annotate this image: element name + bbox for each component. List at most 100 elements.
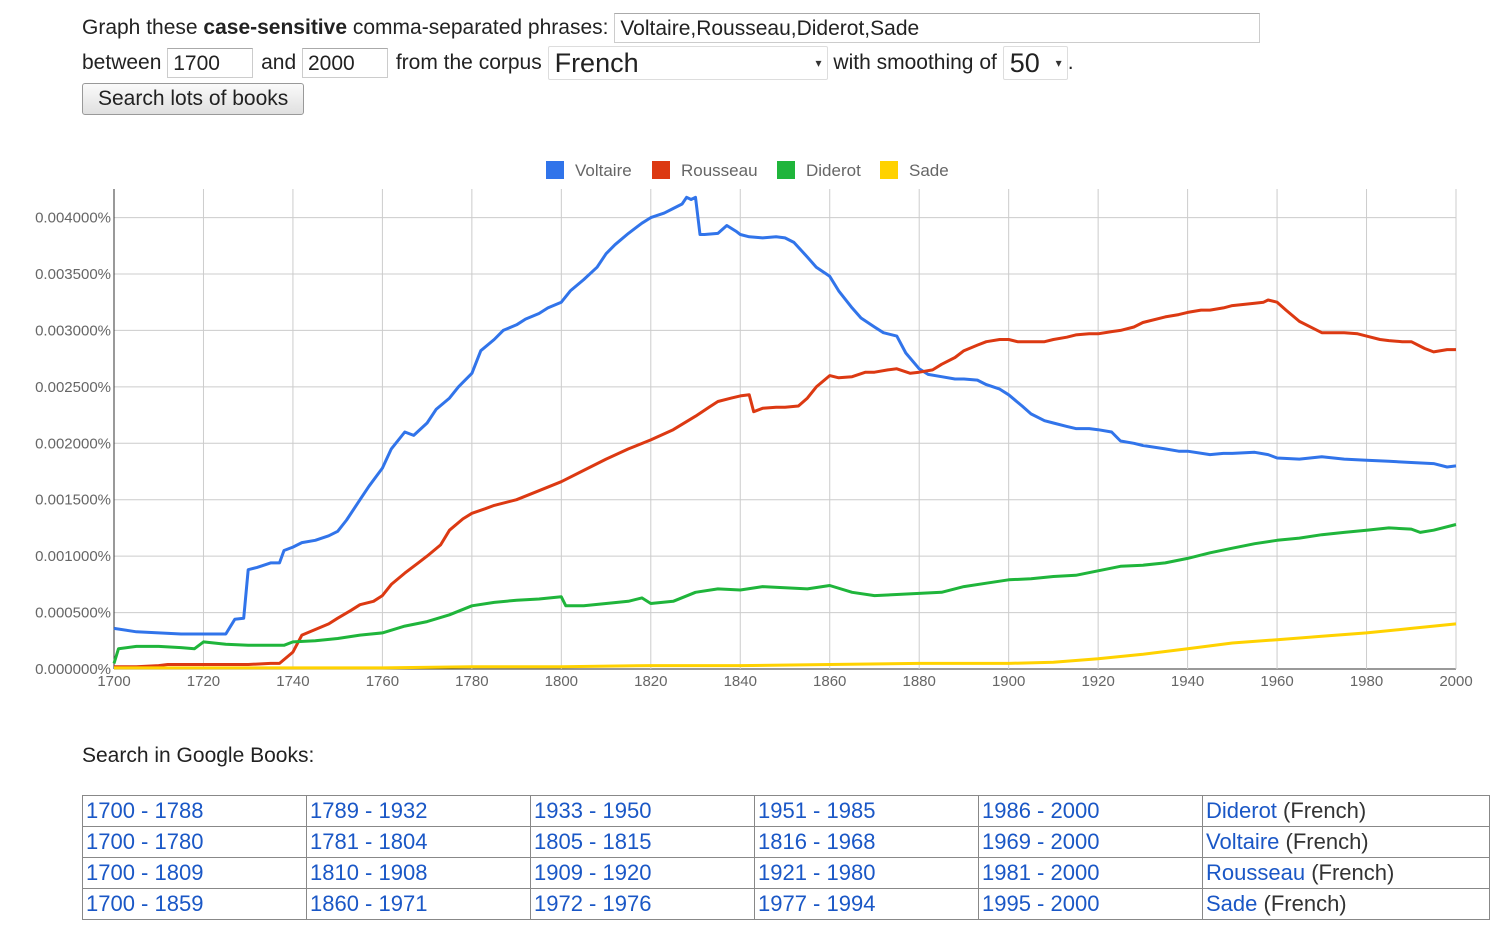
year-range-link[interactable]: 1810 - 1908: [310, 860, 428, 885]
books-table-row: 1700 - 1780 1781 - 1804 1805 - 1815 1816 - …: [82, 826, 1490, 858]
books-table-term-cell: Sade (French): [1202, 888, 1490, 920]
books-table-cell: 1700 - 1809: [82, 857, 307, 889]
x-tick-label: 1800: [545, 673, 578, 690]
year-range-link[interactable]: 1972 - 1976: [534, 891, 652, 916]
books-table-cell: 1951 - 1985: [754, 795, 979, 827]
term-link[interactable]: Diderot: [1206, 798, 1277, 823]
year-range-link[interactable]: 1995 - 2000: [982, 891, 1100, 916]
books-table-cell: 1986 - 2000: [978, 795, 1203, 827]
books-table-term-cell: Rousseau (French): [1202, 857, 1490, 889]
books-table-cell: 1810 - 1908: [306, 857, 531, 889]
year-range-link[interactable]: 1700 - 1788: [86, 798, 204, 823]
ngram-chart: 0.000000% 0.000500% 0.001000% 0.001500% 0.00…: [35, 161, 1473, 690]
year-range-link[interactable]: 1969 - 2000: [982, 829, 1100, 854]
smoothing-dropdown-arrow-icon: ▾: [1055, 56, 1062, 70]
year-range-link[interactable]: 1981 - 2000: [982, 860, 1100, 885]
phrases-input[interactable]: Voltaire,Rousseau,Diderot,Sade: [614, 13, 1261, 43]
corpus-label: from the corpus: [395, 51, 542, 74]
period: .: [1067, 51, 1074, 74]
year-range-link[interactable]: 1921 - 1980: [758, 860, 876, 885]
legend-swatch-rousseau: [652, 161, 670, 179]
year-range-link[interactable]: 1951 - 1985: [758, 798, 876, 823]
books-table-term-cell: Voltaire (French): [1202, 826, 1490, 858]
legend-label-sade: Sade: [909, 161, 949, 180]
corpus-name: (French): [1257, 891, 1347, 916]
phrases-label: Graph these case-sensitive comma-separat…: [82, 12, 608, 44]
x-tick-label: 1780: [455, 673, 488, 690]
books-table-cell: 1805 - 1815: [530, 826, 755, 858]
books-table-cell: 1995 - 2000: [978, 888, 1203, 920]
y-tick-label: 0.003000%: [35, 322, 111, 339]
y-tick-label: 0.001000%: [35, 548, 111, 565]
books-table-cell: 1816 - 1968: [754, 826, 979, 858]
series-line-sade: [114, 622, 1457, 670]
books-table-row: 1700 - 1859 1860 - 1971 1972 - 1976 1977 - …: [82, 888, 1490, 920]
legend-label-voltaire: Voltaire: [575, 161, 632, 180]
term-link[interactable]: Voltaire: [1206, 829, 1280, 854]
smoothing-select-value: 50: [1009, 48, 1040, 78]
y-tick-label: 0.003500%: [35, 266, 111, 283]
range-row: between 1700 and 2000 from the corpus Fr…: [82, 46, 1074, 80]
year-range-link[interactable]: 1860 - 1971: [310, 891, 428, 916]
corpus-name: (French): [1305, 860, 1395, 885]
search-books-heading: Search in Google Books:: [82, 744, 315, 767]
x-tick-label: 1980: [1350, 673, 1383, 690]
end-year-input[interactable]: 2000: [301, 48, 388, 78]
books-table-cell: 1781 - 1804: [306, 826, 531, 858]
books-table-cell: 1909 - 1920: [530, 857, 755, 889]
series-line-diderot: [112, 523, 1457, 664]
corpus-select[interactable]: French ▾: [547, 46, 828, 80]
legend-label-rousseau: Rousseau: [681, 161, 758, 180]
books-table-row: 1700 - 1809 1810 - 1908 1909 - 1920 1921 - …: [82, 857, 1490, 889]
x-tick-label: 1820: [634, 673, 667, 690]
phrases-label-suffix: comma-separated phrases:: [347, 16, 609, 39]
books-table: 1700 - 1788 1789 - 1932 1933 - 1950 1951 - …: [82, 795, 1490, 920]
x-tick-label: 1740: [276, 673, 309, 690]
corpus-name: (French): [1276, 798, 1367, 823]
x-tick-label: 1720: [187, 673, 220, 690]
legend-swatch-sade: [880, 161, 898, 179]
legend-label-diderot: Diderot: [806, 161, 861, 180]
year-range-link[interactable]: 1909 - 1920: [534, 860, 652, 885]
x-tick-label: 1760: [366, 673, 399, 690]
year-range-link[interactable]: 1781 - 1804: [310, 829, 428, 854]
corpus-name: (French): [1279, 829, 1369, 854]
term-link[interactable]: Sade: [1206, 891, 1258, 916]
x-tick-label: 1700: [97, 673, 130, 690]
term-link[interactable]: Rousseau: [1206, 860, 1306, 885]
phrases-label-bold: case-sensitive: [203, 16, 348, 39]
x-tick-label: 1880: [903, 673, 936, 690]
x-tick-label: 1840: [724, 673, 757, 690]
year-range-link[interactable]: 1700 - 1859: [86, 891, 204, 916]
books-table-cell: 1981 - 2000: [978, 857, 1203, 889]
year-range-link[interactable]: 1977 - 1994: [758, 891, 876, 916]
legend-swatch-voltaire: [546, 161, 564, 179]
search-books-button[interactable]: Search lots of books: [82, 83, 305, 115]
x-tick-label: 1860: [813, 673, 846, 690]
books-table-row: 1700 - 1788 1789 - 1932 1933 - 1950 1951 - …: [82, 795, 1490, 827]
year-range-link[interactable]: 1805 - 1815: [534, 829, 652, 854]
series-line-voltaire: [113, 195, 1457, 636]
smoothing-select[interactable]: 50 ▾: [1002, 46, 1068, 80]
year-range-link[interactable]: 1933 - 1950: [534, 798, 652, 823]
x-tick-label: 1960: [1260, 673, 1293, 690]
start-year-input[interactable]: 1700: [167, 48, 254, 78]
x-tick-label: 1900: [992, 673, 1025, 690]
y-tick-label: 0.001500%: [35, 492, 111, 509]
x-tick-label: 1920: [1081, 673, 1114, 690]
books-table-cell: 1977 - 1994: [754, 888, 979, 920]
and-label: and: [261, 51, 297, 74]
books-table-cell: 1969 - 2000: [978, 826, 1203, 858]
y-tick-label: 0.002500%: [35, 379, 111, 396]
year-range-link[interactable]: 1700 - 1809: [86, 860, 204, 885]
legend-swatch-diderot: [777, 161, 795, 179]
year-range-link[interactable]: 1816 - 1968: [758, 829, 876, 854]
year-range-link[interactable]: 1986 - 2000: [982, 798, 1100, 823]
smoothing-label: with smoothing of: [833, 51, 997, 74]
year-range-link[interactable]: 1700 - 1780: [86, 829, 204, 854]
phrases-label-prefix: Graph these: [82, 16, 204, 39]
books-table-cell: 1700 - 1859: [82, 888, 307, 920]
y-tick-label: 0.004000%: [35, 210, 111, 227]
year-range-link[interactable]: 1789 - 1932: [310, 798, 428, 823]
books-table-cell: 1700 - 1788: [82, 795, 307, 827]
